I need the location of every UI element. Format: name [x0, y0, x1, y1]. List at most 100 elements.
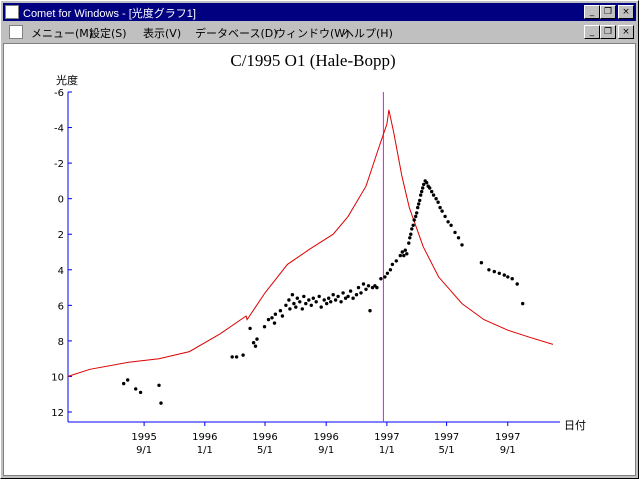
observation-point — [273, 312, 278, 316]
observation-point — [420, 189, 424, 194]
menu-item-settings[interactable]: 設定(S) — [89, 27, 127, 40]
y-tick-label: 12 — [51, 408, 64, 419]
observation-points — [122, 179, 525, 405]
doc-restore-button[interactable]: ❐ — [600, 25, 616, 39]
observation-point — [409, 232, 413, 236]
y-ticks: -6 -4 -2 0 2 4 6 8 10 12 — [51, 88, 72, 419]
observation-point — [343, 296, 348, 300]
observation-point — [251, 341, 256, 345]
observation-point — [385, 271, 390, 275]
observation-point — [314, 300, 318, 304]
observation-point — [510, 277, 514, 281]
menu-item-database[interactable]: データベース(D) — [195, 27, 278, 40]
observation-point — [300, 307, 304, 311]
observation-point — [408, 236, 412, 240]
observation-point — [304, 301, 308, 306]
observation-point — [428, 186, 432, 190]
observation-point — [333, 298, 338, 302]
x-axis-label: 日付 — [564, 419, 586, 432]
x-tick-year: 1996 — [192, 432, 217, 443]
title-bar[interactable]: Comet for Windows - [光度グラフ1] _ ❐ × — [3, 3, 636, 21]
observation-point — [405, 252, 409, 256]
observation-point — [411, 223, 415, 227]
document-icon[interactable] — [9, 25, 23, 39]
observation-point — [322, 298, 326, 302]
y-tick-label: 8 — [58, 337, 64, 348]
restore-button[interactable]: ❐ — [600, 5, 616, 19]
chart-title: C/1995 O1 (Hale-Bopp) — [230, 51, 395, 70]
minimize-button[interactable]: _ — [584, 5, 600, 19]
observation-point — [431, 193, 436, 197]
close-button[interactable]: × — [618, 5, 634, 19]
y-tick-label: 4 — [58, 266, 64, 277]
observation-point — [421, 186, 425, 190]
x-tick-year: 1997 — [374, 432, 399, 443]
observation-point — [388, 268, 393, 272]
y-tick-label: 10 — [51, 372, 64, 383]
observation-point — [502, 273, 506, 277]
observation-point — [415, 211, 419, 215]
y-tick-label: 2 — [58, 230, 64, 241]
observation-point — [302, 294, 306, 299]
observation-point — [327, 296, 331, 300]
menu-item-window[interactable]: ウィンドウ(W) — [275, 27, 350, 40]
menu-item-menu[interactable]: メニュー(M) — [31, 27, 94, 40]
graph-window: C/1995 O1 (Hale-Bopp) 光度 日付 -6 -4 -2 0 2 4 6 8 1… — [3, 43, 636, 476]
menu-item-view[interactable]: 表示(V) — [143, 27, 182, 40]
x-tick-day: 5/1 — [439, 445, 455, 456]
observation-point — [359, 291, 363, 295]
observation-point — [241, 353, 245, 357]
y-tick-label: -6 — [54, 88, 64, 99]
observation-point — [159, 401, 163, 405]
x-tick-year: 1996 — [252, 432, 277, 443]
observation-point — [456, 236, 461, 240]
x-ticks: 1995 9/1 1996 1/1 1996 5/1 1996 9/1 1997 1/1 1997 5… — [131, 422, 520, 456]
observation-point — [521, 301, 525, 306]
observation-point — [422, 182, 426, 187]
observation-point — [351, 296, 355, 300]
y-tick-label: 6 — [58, 301, 64, 312]
observation-point — [138, 390, 143, 395]
doc-close-button[interactable]: × — [618, 25, 634, 39]
observation-point — [339, 300, 343, 304]
app-icon[interactable] — [5, 5, 19, 19]
observation-point — [253, 344, 258, 348]
observation-point — [272, 321, 277, 325]
observation-point — [425, 181, 429, 185]
observation-point — [325, 301, 329, 306]
observation-point — [290, 293, 295, 297]
y-tick-label: -2 — [54, 159, 64, 170]
observation-point — [287, 298, 291, 302]
observation-point — [122, 381, 126, 386]
observation-point — [515, 282, 519, 286]
observation-point — [319, 305, 323, 309]
observation-point — [361, 282, 366, 286]
observation-point — [497, 271, 501, 275]
observation-point — [248, 326, 252, 331]
x-tick-year: 1997 — [434, 432, 459, 443]
window-title: Comet for Windows - [光度グラフ1] — [23, 8, 196, 20]
observation-point — [430, 189, 434, 194]
x-tick-year: 1997 — [495, 432, 520, 443]
observation-point — [317, 294, 321, 299]
observation-point — [400, 250, 404, 254]
observation-point — [390, 262, 395, 267]
doc-minimize-button[interactable]: _ — [584, 25, 600, 39]
observation-point — [375, 285, 379, 290]
observation-point — [234, 355, 239, 359]
observation-point — [295, 296, 299, 300]
observation-point — [341, 291, 345, 295]
observation-point — [336, 294, 340, 299]
menu-item-help[interactable]: ヘルプ(H) — [343, 27, 393, 40]
observation-point — [434, 197, 438, 201]
menu-bar: メニュー(M) 設定(S) 表示(V) データベース(D) ウィンドウ(W) ヘ… — [3, 22, 636, 42]
observation-point — [309, 303, 313, 307]
magnitude-chart: C/1995 O1 (Hale-Bopp) 光度 日付 -6 -4 -2 0 2 4 6 8 1… — [51, 51, 586, 456]
observation-point — [366, 284, 371, 288]
observation-point — [266, 317, 271, 322]
observation-point — [278, 309, 283, 313]
observation-point — [414, 214, 418, 219]
observation-point — [403, 248, 407, 252]
observation-point — [307, 298, 311, 302]
